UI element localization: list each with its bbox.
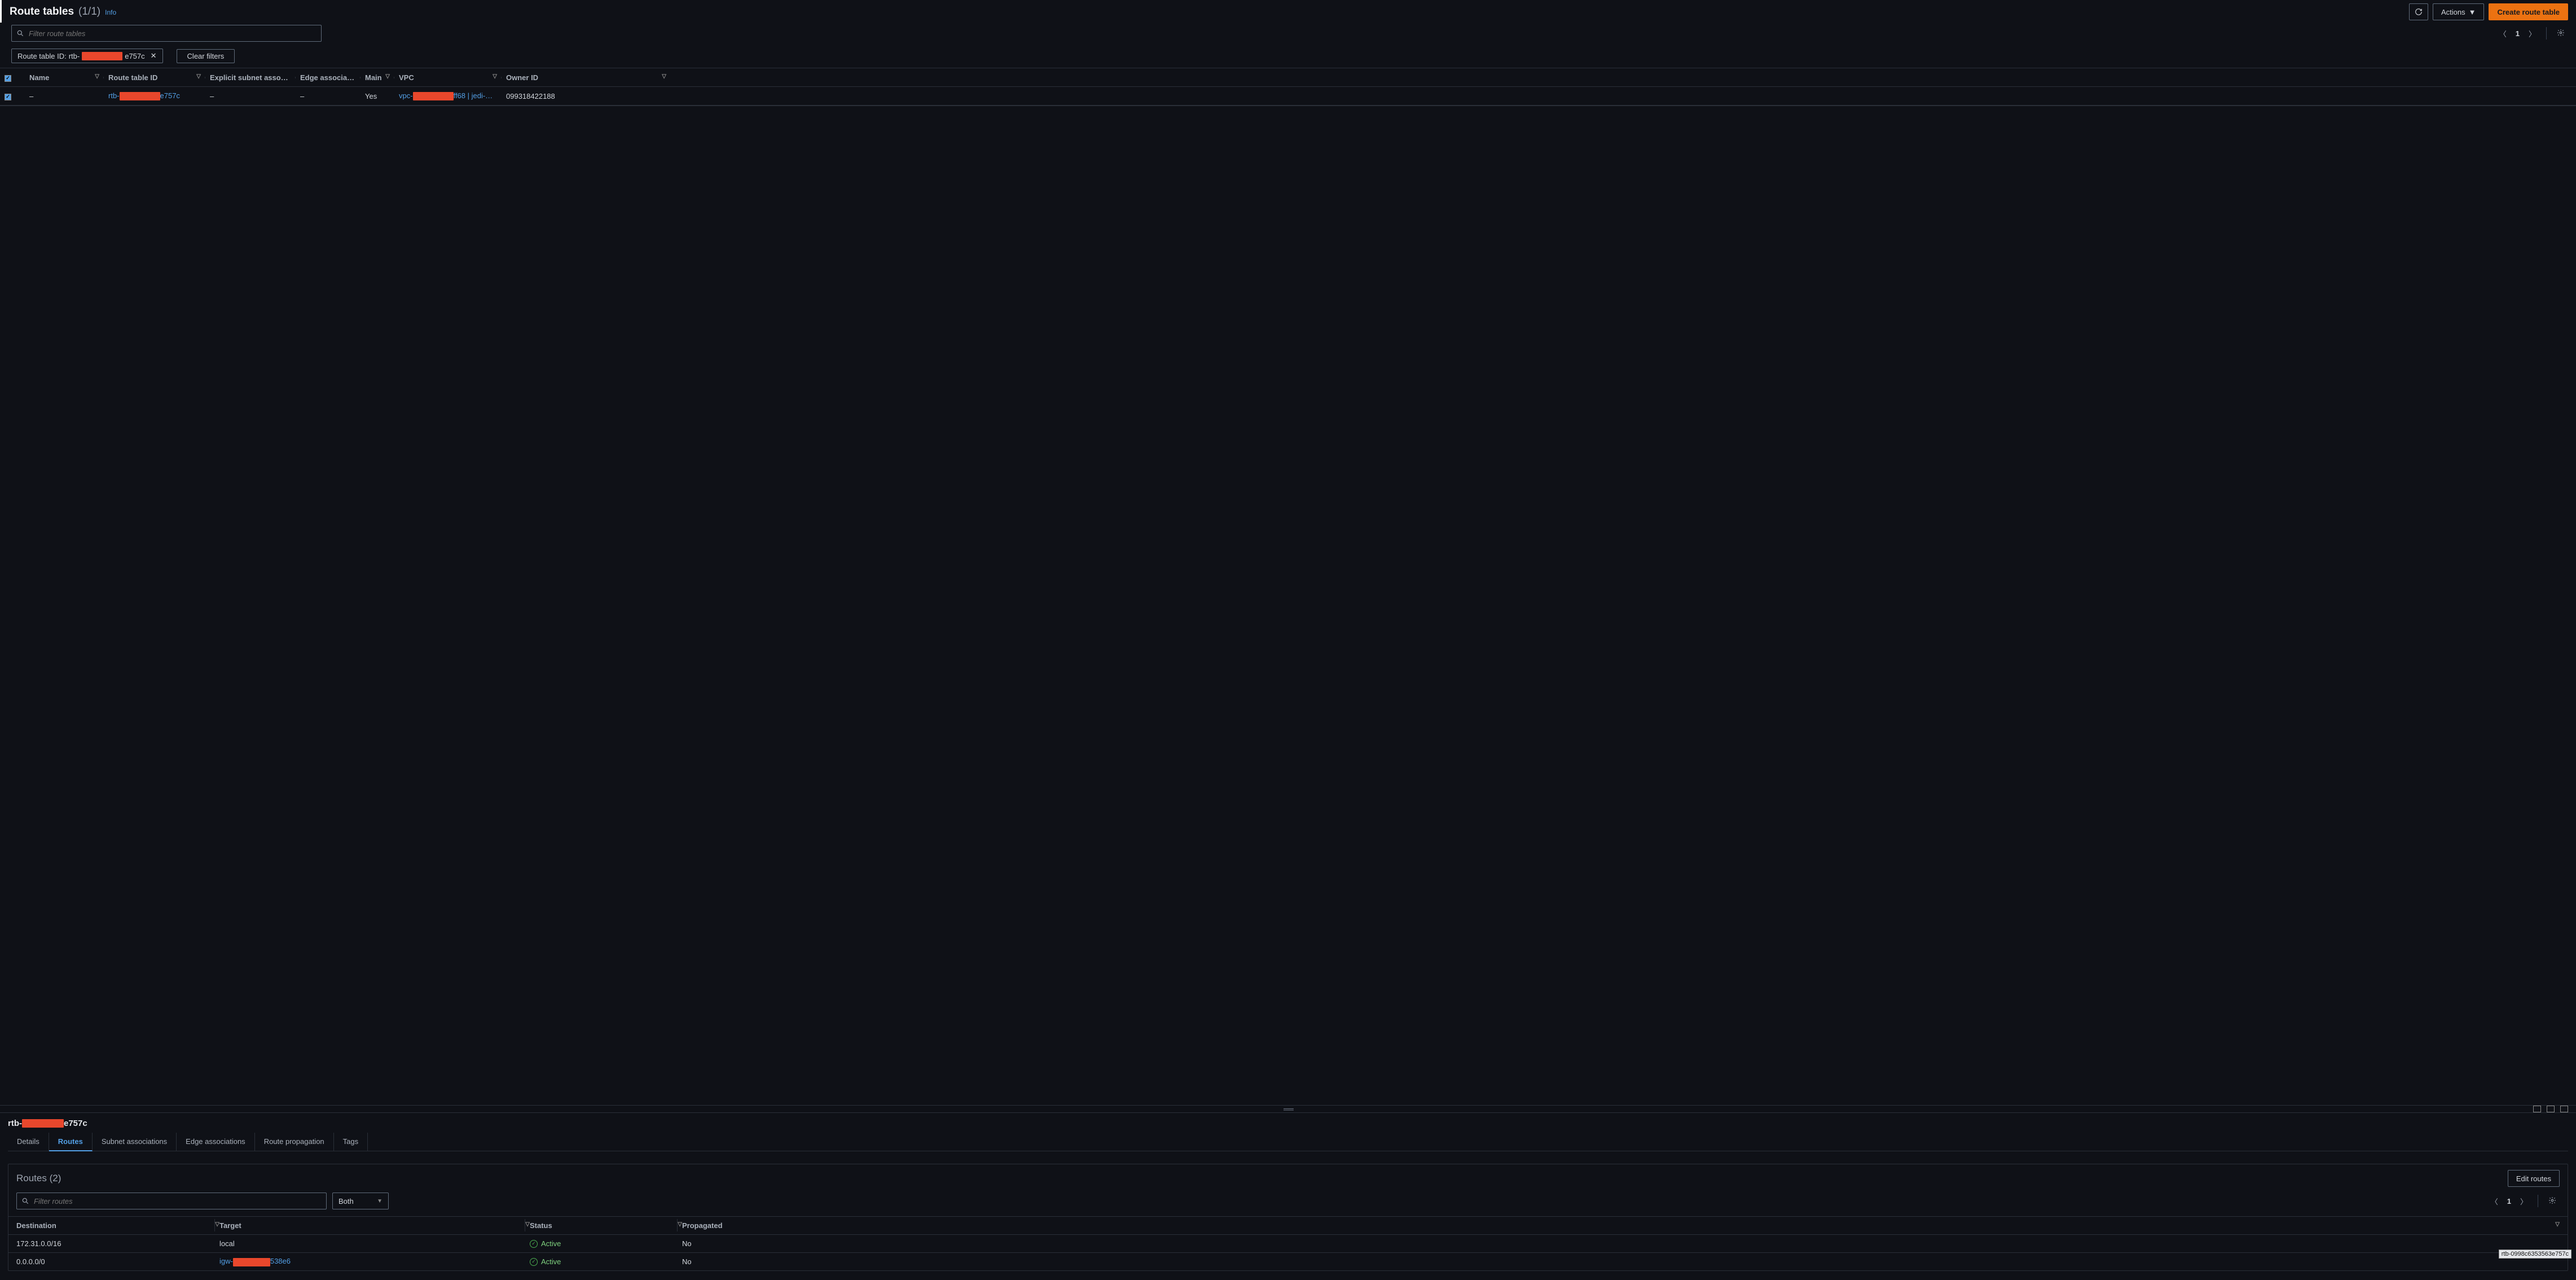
page-title-count: (1/1)	[78, 6, 100, 18]
rcol-target[interactable]: Target▽	[219, 1221, 530, 1230]
col-rtid[interactable]: Route table ID▽	[104, 73, 205, 82]
next-page-button[interactable]: 〉	[2525, 26, 2539, 41]
actions-button[interactable]: Actions ▼	[2433, 3, 2485, 20]
tab-subnet-associations[interactable]: Subnet associations	[93, 1133, 177, 1151]
tooltip-tag: rtb-0998c6353563e757c	[2499, 1250, 2571, 1259]
page-title: Route tables	[10, 6, 74, 18]
cell-subnet: –	[205, 92, 296, 100]
rcol-propagated[interactable]: Propagated▽	[682, 1221, 2560, 1230]
redacted-block	[233, 1258, 270, 1266]
cell-name: –	[25, 92, 104, 100]
routes-header-row: Destination▽ Target▽ Status▽ Propagated▽	[8, 1216, 2568, 1234]
caret-down-icon: ▼	[2469, 8, 2476, 16]
table-row[interactable]: ✓ – rtb-e757c – – Yes vpc-ff68 | jedi-… …	[0, 87, 2576, 106]
cell-owner: 099318422188	[502, 92, 671, 100]
routes-next-page-button[interactable]: 〉	[2517, 1194, 2531, 1209]
col-name[interactable]: Name▽	[25, 73, 104, 82]
filter-chip-val-post: e757c	[125, 52, 144, 60]
filter-route-tables-input-wrap[interactable]	[11, 25, 322, 42]
detail-tabs: Details Routes Subnet associations Edge …	[8, 1133, 2568, 1151]
search-icon	[21, 1197, 29, 1205]
filter-route-tables-input[interactable]	[29, 29, 316, 38]
col-main[interactable]: Main▽	[361, 73, 394, 82]
route-status: ✓ Active	[530, 1239, 682, 1248]
col-subnet[interactable]: Explicit subnet associat…	[205, 73, 296, 82]
col-vpc[interactable]: VPC▽	[394, 73, 502, 82]
filter-chip-prefix: Route table ID:	[17, 52, 67, 60]
redacted-block	[413, 92, 454, 100]
cell-edge: –	[296, 92, 361, 100]
tab-tags[interactable]: Tags	[334, 1133, 368, 1151]
filter-chip-val-pre: rtb-	[69, 52, 80, 60]
route-target: local	[219, 1239, 530, 1248]
edit-routes-button[interactable]: Edit routes	[2508, 1170, 2560, 1187]
gear-icon	[2557, 29, 2565, 37]
pager-divider	[2546, 27, 2547, 40]
layout-icon-2[interactable]	[2547, 1106, 2555, 1112]
tab-edge-associations[interactable]: Edge associations	[177, 1133, 255, 1151]
route-propagated: No	[682, 1257, 2560, 1266]
route-target[interactable]: igw-538e6	[219, 1257, 530, 1266]
routes-prev-page-button[interactable]: 〈	[2487, 1194, 2502, 1209]
search-icon	[16, 29, 24, 37]
gear-icon	[2548, 1196, 2556, 1204]
create-route-table-button[interactable]: Create route table	[2489, 3, 2568, 20]
redacted-block	[120, 92, 160, 100]
splitter[interactable]: ══	[0, 1105, 2576, 1113]
routes-page-number: 1	[2507, 1197, 2511, 1206]
select-all-checkbox[interactable]: ✓	[5, 75, 11, 82]
close-icon[interactable]: ✕	[151, 51, 157, 60]
routes-settings-gear-button[interactable]	[2545, 1194, 2560, 1208]
col-edge[interactable]: Edge associations	[296, 73, 361, 82]
redacted-block	[82, 52, 122, 60]
routes-scope-select[interactable]: Both ▼	[332, 1193, 389, 1209]
drag-handle-icon[interactable]: ══	[1283, 1104, 1293, 1114]
rcol-destination[interactable]: Destination▽	[16, 1221, 219, 1230]
table-header-row: ✓ Name▽ Route table ID▽ Explicit subnet …	[0, 68, 2576, 87]
refresh-button[interactable]	[2409, 3, 2428, 20]
cell-main: Yes	[361, 92, 394, 100]
route-row: 0.0.0.0/0 igw-538e6 ✓ Active No	[8, 1252, 2568, 1270]
cell-rtid[interactable]: rtb-e757c	[104, 91, 205, 100]
rcol-status[interactable]: Status▽	[530, 1221, 682, 1230]
tab-routes[interactable]: Routes	[49, 1133, 93, 1151]
refresh-icon	[2415, 8, 2423, 16]
detail-id: rtb-e757c	[8, 1119, 2568, 1128]
route-dest: 0.0.0.0/0	[16, 1257, 219, 1266]
row-checkbox[interactable]: ✓	[5, 94, 11, 100]
route-row: 172.31.0.0/16 local ✓ Active No	[8, 1234, 2568, 1252]
filter-routes-input[interactable]	[34, 1197, 322, 1206]
redacted-block	[22, 1119, 64, 1128]
routes-title: Routes (2)	[16, 1173, 61, 1184]
tab-route-propagation[interactable]: Route propagation	[255, 1133, 334, 1151]
clear-filters-button[interactable]: Clear filters	[177, 49, 235, 63]
tab-details[interactable]: Details	[8, 1133, 49, 1151]
route-dest: 172.31.0.0/16	[16, 1239, 219, 1248]
filter-chip[interactable]: Route table ID: rtb- e757c ✕	[11, 49, 163, 63]
select-value: Both	[339, 1197, 354, 1206]
settings-gear-button[interactable]	[2553, 27, 2568, 41]
check-circle-icon: ✓	[530, 1258, 538, 1266]
layout-icon-3[interactable]	[2560, 1106, 2568, 1112]
page-number: 1	[2516, 29, 2520, 38]
route-status: ✓ Active	[530, 1257, 682, 1266]
filter-routes-input-wrap[interactable]	[16, 1193, 327, 1209]
cell-vpc[interactable]: vpc-ff68 | jedi-…	[394, 91, 502, 100]
col-owner[interactable]: Owner ID▽	[502, 73, 671, 82]
prev-page-button[interactable]: 〈	[2496, 26, 2510, 41]
route-propagated: No	[682, 1239, 2560, 1248]
actions-label: Actions	[2441, 8, 2465, 16]
info-link[interactable]: Info	[105, 8, 116, 16]
layout-icon-1[interactable]	[2533, 1106, 2541, 1112]
caret-down-icon: ▼	[377, 1198, 383, 1204]
check-circle-icon: ✓	[530, 1240, 538, 1248]
